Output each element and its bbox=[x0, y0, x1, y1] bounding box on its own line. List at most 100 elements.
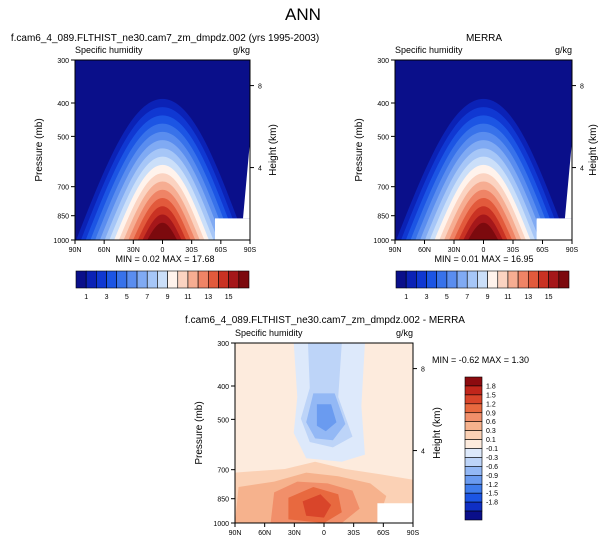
colorbar-swatch bbox=[96, 270, 107, 289]
panel-obs-ylabel-right: Height (km) bbox=[588, 124, 599, 176]
x-tick-label: 90S bbox=[244, 247, 257, 254]
colorbar-label: 11 bbox=[504, 294, 511, 301]
y-right-tick-label: 4 bbox=[421, 449, 425, 456]
colorbar-label: 13 bbox=[524, 294, 532, 301]
colorbar-swatch bbox=[464, 394, 483, 405]
panel-diff: f.cam6_4_089.FLTHIST_ne30.cam7_zm_dmpdz.… bbox=[185, 315, 529, 537]
colorbar-swatch bbox=[477, 270, 488, 289]
colorbar-label: 15 bbox=[545, 294, 553, 301]
colorbar-swatch bbox=[527, 270, 539, 289]
y-tick-label: 400 bbox=[57, 101, 69, 108]
y-right-tick-label: 8 bbox=[580, 84, 584, 91]
colorbar-swatch bbox=[167, 270, 179, 289]
colorbar-label: 0.3 bbox=[486, 428, 496, 435]
colorbar-label: -0.1 bbox=[486, 446, 498, 453]
y-tick-label: 300 bbox=[377, 58, 389, 65]
colorbar-swatch bbox=[464, 466, 483, 476]
y-tick-label: 850 bbox=[217, 497, 229, 504]
colorbar-label: 13 bbox=[204, 294, 212, 301]
panel-diff-colorbar: 1.8 1.5 1.2 0.9 0.6 0.3 0.1 -0.1 -0.3 -0.6 -0.9 -1.… bbox=[464, 376, 498, 521]
colorbar-label: 15 bbox=[225, 294, 233, 301]
y-tick-label: 850 bbox=[377, 214, 389, 221]
colorbar-swatch bbox=[395, 270, 407, 289]
colorbar-swatch bbox=[538, 270, 549, 289]
colorbar-swatch bbox=[464, 376, 483, 387]
colorbar-swatch bbox=[464, 385, 483, 396]
colorbar-swatch bbox=[487, 270, 499, 289]
colorbar-swatch bbox=[464, 430, 483, 440]
x-tick-label: 60N bbox=[258, 530, 271, 537]
x-tick-label: 90S bbox=[407, 530, 420, 537]
y-tick-label: 500 bbox=[57, 134, 69, 141]
colorbar-label: -1.5 bbox=[486, 491, 498, 498]
y-right-tick-label: 8 bbox=[258, 84, 262, 91]
colorbar-swatch bbox=[466, 270, 478, 289]
panel-diff-stats: MIN = -0.62 MAX = 1.30 bbox=[432, 355, 529, 365]
colorbar-label: -1.2 bbox=[486, 482, 498, 489]
missing-data-region bbox=[536, 218, 572, 240]
colorbar-swatch bbox=[456, 270, 468, 289]
x-tick-label: 0 bbox=[482, 247, 486, 254]
y-tick-label: 500 bbox=[377, 134, 389, 141]
colorbar-label: 1.8 bbox=[486, 383, 496, 390]
colorbar-label: 1 bbox=[84, 294, 88, 301]
colorbar-label: 9 bbox=[486, 294, 490, 301]
x-tick-label: 60S bbox=[536, 247, 549, 254]
panel-obs-subtitle-left: Specific humidity bbox=[395, 45, 463, 55]
panel-diff-title: f.cam6_4_089.FLTHIST_ne30.cam7_zm_dmpdz.… bbox=[185, 315, 465, 326]
colorbar-swatch bbox=[146, 270, 158, 289]
colorbar-label: 5 bbox=[125, 294, 129, 301]
colorbar-swatch bbox=[436, 270, 448, 289]
panel-diff-ylabel-right: Height (km) bbox=[432, 407, 443, 459]
colorbar-swatch bbox=[464, 501, 483, 512]
x-tick-label: 30S bbox=[347, 530, 360, 537]
panel-model-title: f.cam6_4_089.FLTHIST_ne30.cam7_zm_dmpdz.… bbox=[11, 33, 319, 44]
colorbar-swatch bbox=[218, 270, 229, 289]
colorbar-swatch bbox=[207, 270, 219, 289]
panel-diff-subtitle-right: g/kg bbox=[396, 328, 413, 338]
contour-band bbox=[302, 494, 332, 518]
panel-model-ylabel: Pressure (mb) bbox=[34, 118, 45, 181]
contour-band bbox=[377, 503, 413, 523]
colorbar-swatch bbox=[446, 270, 458, 289]
x-tick-label: 60S bbox=[215, 247, 228, 254]
y-tick-label: 700 bbox=[377, 185, 389, 192]
x-tick-label: 30N bbox=[448, 247, 461, 254]
x-tick-label: 30N bbox=[288, 530, 301, 537]
colorbar-swatch bbox=[228, 270, 240, 289]
x-tick-label: 90N bbox=[389, 247, 402, 254]
x-tick-label: 0 bbox=[161, 247, 165, 254]
colorbar-swatch bbox=[464, 475, 483, 485]
y-tick-label: 300 bbox=[57, 58, 69, 65]
colorbar-label: 7 bbox=[145, 294, 149, 301]
colorbar-swatch bbox=[85, 270, 97, 289]
colorbar-swatch bbox=[177, 270, 189, 289]
colorbar-label: 5 bbox=[445, 294, 449, 301]
colorbar-label: 0.6 bbox=[486, 419, 496, 426]
colorbar-swatch bbox=[464, 492, 483, 503]
y-tick-label: 400 bbox=[377, 101, 389, 108]
panel-obs-colorbar: 1 3 5 7 9 11 13 15 bbox=[395, 270, 570, 301]
colorbar-label: 0.9 bbox=[486, 410, 496, 417]
y-tick-label: 300 bbox=[217, 341, 229, 348]
colorbar-swatch bbox=[126, 270, 138, 289]
y-tick-label: 850 bbox=[57, 214, 69, 221]
colorbar-swatch bbox=[136, 270, 148, 289]
colorbar-label: 11 bbox=[184, 294, 191, 301]
y-right-tick-label: 4 bbox=[580, 166, 584, 173]
colorbar-swatch bbox=[405, 270, 417, 289]
colorbar-label: 7 bbox=[465, 294, 469, 301]
x-tick-label: 0 bbox=[322, 530, 326, 537]
colorbar-swatch bbox=[75, 270, 87, 289]
colorbar-swatch bbox=[464, 412, 483, 422]
x-tick-label: 90S bbox=[566, 247, 579, 254]
missing-data-region bbox=[243, 141, 250, 219]
y-tick-label: 500 bbox=[217, 417, 229, 424]
y-right-tick-label: 8 bbox=[421, 367, 425, 374]
colorbar-label: 1.5 bbox=[486, 392, 496, 399]
page-title: ANN bbox=[285, 5, 321, 24]
y-tick-label: 700 bbox=[57, 185, 69, 192]
